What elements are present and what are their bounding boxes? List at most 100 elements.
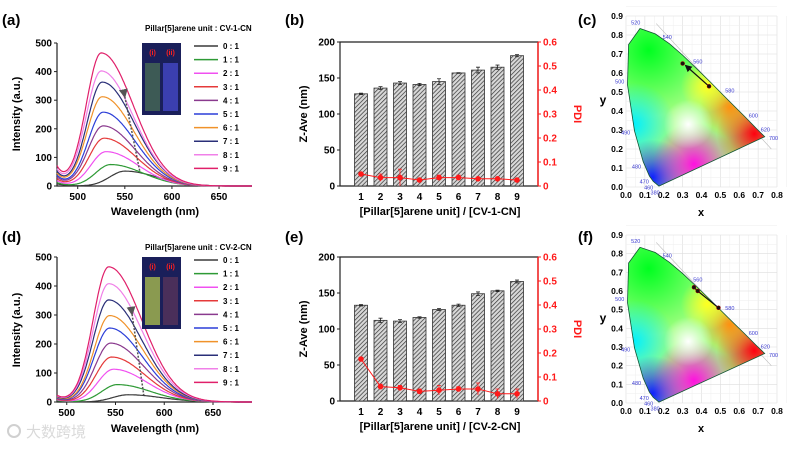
legend-label: 8 : 1 [223, 151, 240, 160]
y-tick-label: 0.5 [611, 305, 623, 315]
legend-label: 9 : 1 [223, 378, 240, 387]
x-tick-label: 0.0 [620, 190, 632, 200]
x-tick-label: 0.5 [714, 406, 726, 416]
pdi-point [377, 174, 384, 181]
y-tick-label: 200 [35, 124, 52, 135]
x-tick-label: 2 [378, 407, 384, 418]
y2label-e: PDI [571, 320, 583, 338]
x-tick-label: 5 [436, 192, 442, 203]
y2-tick-label: 0.2 [543, 134, 557, 145]
bar-error [515, 279, 519, 284]
pdi-point [358, 171, 364, 177]
cuvette-ii [163, 277, 178, 325]
bar-error [398, 81, 402, 85]
y-tick-label: 150 [318, 74, 335, 85]
legend-title-d: Pillar[5]arene unit : CV-2-CN [145, 243, 252, 252]
y2-tick-label: 0.5 [543, 62, 557, 73]
y-tick-label: 400 [35, 67, 52, 78]
x-tick-label: 550 [107, 408, 124, 419]
pdi-point [416, 388, 423, 395]
pdi-point [358, 356, 364, 362]
bar [490, 66, 505, 187]
pdi-point [436, 387, 442, 394]
legend-label: 3 : 1 [223, 83, 240, 92]
legend-label: 7 : 1 [223, 351, 240, 360]
panel-label-d: (d) [2, 229, 21, 246]
x-tick-label: 9 [514, 407, 520, 418]
bar [412, 317, 427, 402]
spectrum-line-0-to-1 [56, 394, 252, 403]
pdi-point [494, 176, 501, 182]
bar [412, 84, 427, 187]
y-tick-label: 500 [35, 253, 52, 264]
y2label-b: PDI [571, 105, 583, 123]
y-tick-label: 500 [35, 39, 52, 50]
y-tick-label: 0.6 [611, 286, 623, 296]
pdi-point [455, 386, 462, 392]
x-tick-label: 7 [475, 407, 481, 418]
bar-error [398, 319, 402, 323]
wavelength-label: 600 [749, 331, 758, 337]
xlabel-f: x [698, 423, 705, 435]
wavelength-label: 560 [693, 60, 702, 66]
x-tick-label: 3 [397, 192, 403, 203]
y-tick-label: 0.9 [611, 11, 623, 21]
x-tick-label: 0.6 [733, 190, 745, 200]
bar-error [417, 316, 422, 319]
x-tick-label: 8 [495, 192, 501, 203]
y-tick-label: 100 [35, 369, 52, 380]
wavelength-label: 490 [621, 347, 630, 353]
ylabel-c: y [600, 93, 607, 107]
wavelength-label: 380 [651, 406, 660, 412]
spectrum-line-9-to-1 [56, 266, 252, 403]
x-tick-label: 0.5 [714, 190, 726, 200]
x-tick-label: 3 [397, 407, 403, 418]
pdi-point [494, 391, 501, 397]
x-tick-label: 0.8 [771, 190, 783, 200]
xlabel-b: [Pillar[5]arene unit] / [CV-1-CN] [360, 206, 521, 218]
wavelength-label: 460 [644, 185, 653, 191]
bar-error [437, 78, 441, 85]
ylabel-b: Z-Ave (nm) [298, 85, 310, 142]
x-tick-label: 9 [514, 192, 520, 203]
x-tick-label: 0.1 [639, 190, 651, 200]
panel-label-a: (a) [2, 12, 20, 29]
legend-label: 6 : 1 [223, 338, 240, 347]
pdi-point [397, 174, 403, 181]
x-tick-label: 0.6 [733, 406, 745, 416]
xlabel-a: Wavelength (nm) [111, 206, 200, 218]
panel-label-e: (e) [285, 229, 303, 246]
pdi-point [475, 176, 481, 182]
legend-label: 9 : 1 [223, 164, 240, 173]
inset-label-i: (i) [149, 50, 156, 57]
wavelength-label: 580 [725, 88, 734, 94]
y-tick-label: 400 [35, 282, 52, 293]
legend-label: 7 : 1 [223, 137, 240, 146]
watermark: 大数跨境 [7, 423, 86, 441]
bar-error [378, 317, 383, 323]
y-tick-label: 100 [35, 153, 52, 164]
bar-plot-b: 0 50 100 150 200 0 0.1 0.2 0.3 0.4 0.5 0.6 1 2 3 4 5 6 7 8 9 [318, 38, 557, 204]
wavelength-label: 520 [631, 20, 640, 26]
wavelength-label: 500 [615, 79, 624, 85]
y-tick-label: 0.3 [611, 125, 623, 135]
wavelength-label: 520 [631, 239, 640, 245]
x-tick-label: 650 [211, 192, 228, 203]
x-tick-label: 7 [475, 192, 481, 203]
y2-tick-label: 0.3 [543, 110, 557, 121]
x-tick-label: 4 [417, 192, 423, 203]
cie-color-blob [663, 99, 713, 149]
wavelength-label: 560 [693, 278, 702, 284]
pdi-point [377, 383, 384, 390]
y2-tick-label: 0.2 [543, 349, 557, 360]
cuvette-i [145, 277, 160, 325]
bar-error [359, 304, 363, 307]
spectrum-line-9-to-1 [56, 52, 252, 187]
bar [490, 290, 505, 402]
y2-tick-label: 0.6 [543, 38, 557, 49]
y-tick-label: 50 [324, 361, 336, 372]
legend-label: 0 : 1 [223, 42, 240, 51]
xlabel-e: [Pillar[5]arene unit] / [CV-2-CN] [360, 421, 521, 433]
spectral-locus [627, 246, 766, 403]
